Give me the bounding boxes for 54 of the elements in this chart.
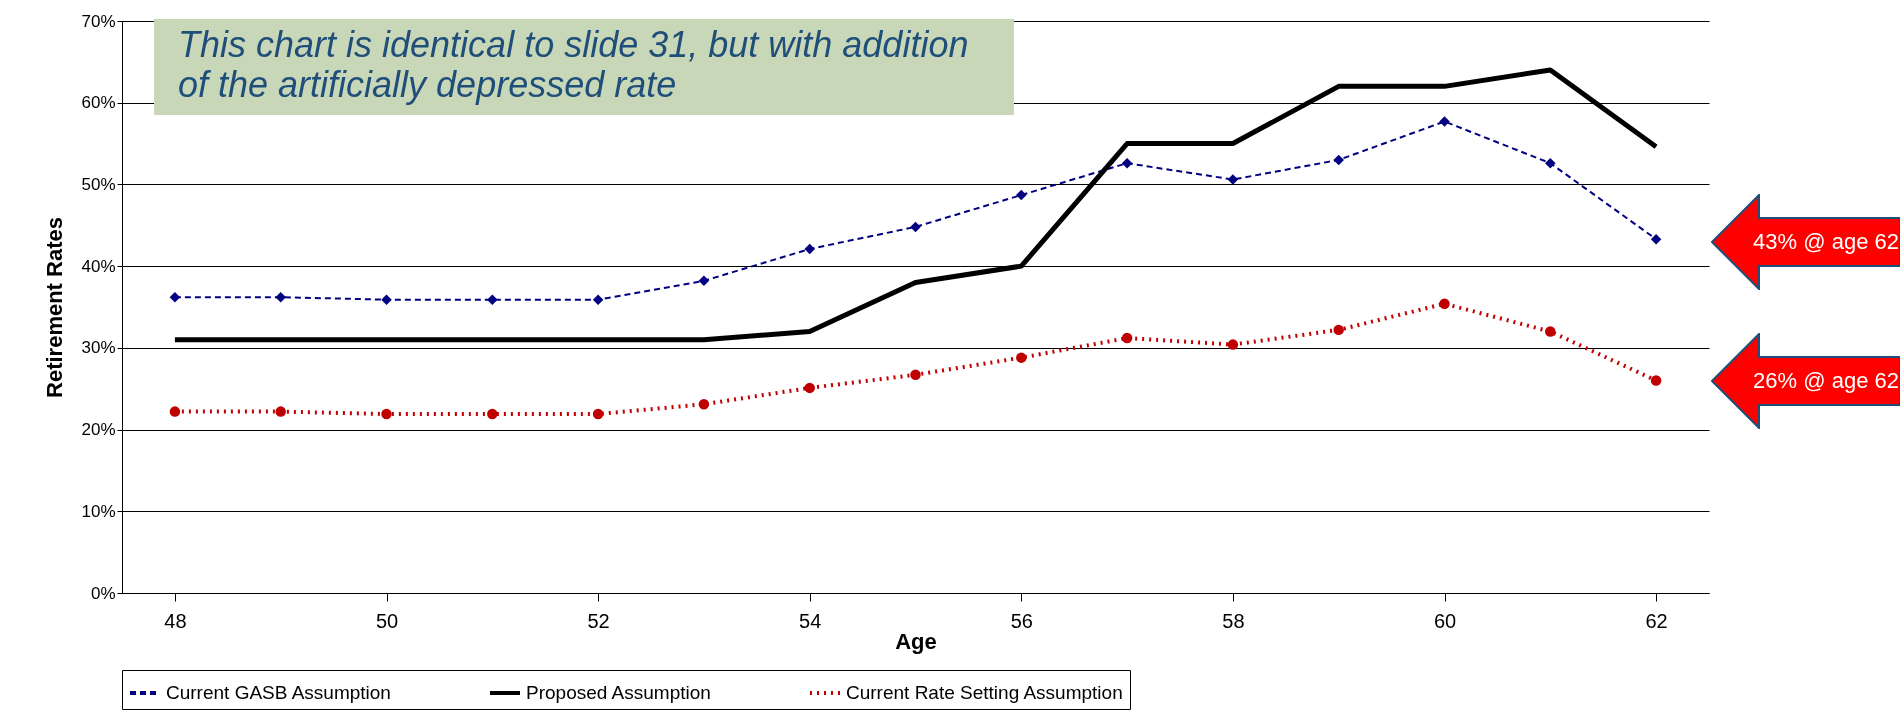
point: [804, 243, 815, 255]
y-tick-label: 60%: [81, 93, 116, 113]
x-tick-label: 54: [799, 609, 822, 632]
x-tick-label: 50: [375, 609, 399, 632]
point: [1227, 174, 1239, 185]
point: [592, 294, 604, 305]
point: [698, 399, 710, 410]
text: 26% @ age 62: [1752, 367, 1899, 395]
point: [804, 382, 815, 394]
x-tick-label: 58: [1222, 609, 1245, 632]
point: [1121, 157, 1133, 169]
y-tick-label: 50%: [81, 174, 116, 194]
point: [381, 294, 392, 305]
point: [275, 406, 286, 417]
point: [1650, 375, 1662, 386]
y-tick-label: 20%: [81, 420, 116, 440]
point: [910, 221, 921, 233]
legend-label: Current GASB Assumption: [166, 682, 391, 703]
point: [1545, 157, 1556, 169]
legend-label: Proposed Assumption: [526, 682, 711, 703]
point: [1333, 154, 1344, 166]
x-axis-title: Age: [895, 628, 937, 654]
y-tick-label: 70%: [81, 11, 116, 31]
point: [910, 369, 921, 381]
point: [487, 294, 498, 305]
y-tick-label: 0%: [90, 583, 116, 603]
y-tick-label: 10%: [81, 501, 116, 521]
x-tick-label: 60: [1433, 609, 1457, 632]
point: [487, 408, 498, 420]
x-tick-label: 56: [1010, 609, 1033, 632]
x-tick-label: 48: [164, 609, 187, 632]
y-tick-label: 30%: [81, 338, 116, 358]
x-tick-label: 52: [587, 609, 610, 632]
point: [1016, 189, 1027, 201]
annotation: This chart is identical to slide 31, but with addition of the artificially depressed rate: [154, 19, 1014, 115]
point: [1121, 332, 1133, 344]
legend-label: Current Rate Setting Assumption: [846, 682, 1123, 703]
point: [275, 291, 286, 303]
x-tick-label: 62: [1645, 609, 1668, 632]
y-axis-title: Retirement Rates: [42, 217, 68, 398]
point: [592, 408, 604, 420]
point: [698, 275, 710, 287]
point: [169, 291, 181, 303]
point: [1650, 233, 1662, 245]
point: [1439, 116, 1450, 127]
y-tick-label: 40%: [81, 256, 116, 276]
point: [1227, 339, 1239, 350]
point: [381, 408, 392, 420]
text: 43% @ age 62: [1752, 228, 1899, 256]
point: [1333, 324, 1344, 336]
point: [1439, 298, 1450, 309]
point: [1016, 352, 1027, 363]
point: [1545, 326, 1556, 337]
point: [169, 406, 181, 417]
